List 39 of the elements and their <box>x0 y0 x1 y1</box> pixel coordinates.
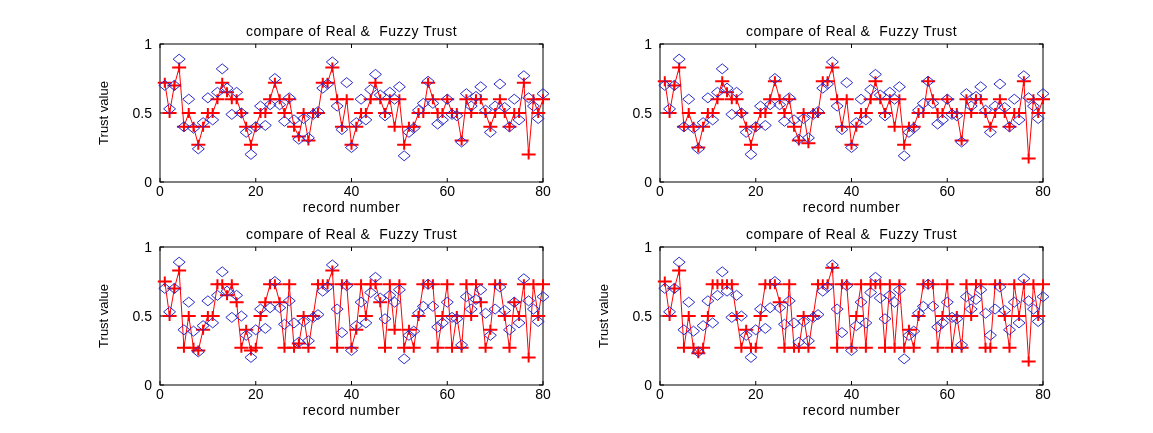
x-tick-label: 40 <box>343 183 360 199</box>
x-axis-title: record number <box>802 402 901 418</box>
x-tick-label: 80 <box>535 183 551 199</box>
chart-title: compare of Real & Fuzzy Trust <box>745 23 958 39</box>
chart-title: compare of Real & Fuzzy Trust <box>745 226 958 242</box>
x-tick-label: 0 <box>156 386 165 402</box>
y-axis-title: Trust value <box>596 284 611 348</box>
x-tick-label: 40 <box>843 183 860 199</box>
x-tick-label: 20 <box>747 386 764 402</box>
y-tick-label: 1 <box>644 35 653 52</box>
x-tick-label: 20 <box>247 386 264 402</box>
y-tick-label: 0.5 <box>632 104 653 121</box>
x-tick-label: 60 <box>939 386 956 402</box>
x-tick-label: 60 <box>439 386 456 402</box>
x-tick-label: 60 <box>439 183 456 199</box>
y-tick-label: 1 <box>644 238 653 255</box>
x-tick-label: 60 <box>939 183 956 199</box>
x-tick-label: 80 <box>1035 183 1051 199</box>
x-tick-label: 0 <box>656 183 665 199</box>
chart-title: compare of Real & Fuzzy Trust <box>245 23 458 39</box>
x-axis-title: record number <box>802 199 901 215</box>
y-tick-label: 0.5 <box>132 104 153 121</box>
x-tick-label: 0 <box>156 183 165 199</box>
x-tick-label: 80 <box>535 386 551 402</box>
x-axis-title: record number <box>302 402 401 418</box>
y-tick-label: 0.5 <box>632 307 653 324</box>
x-tick-label: 40 <box>343 386 360 402</box>
x-tick-label: 80 <box>1035 386 1051 402</box>
x-tick-label: 20 <box>247 183 264 199</box>
x-tick-label: 0 <box>656 386 665 402</box>
y-tick-label: 1 <box>144 35 153 52</box>
y-axis-title: Trust value <box>96 81 111 145</box>
y-axis-title: Trust value <box>96 284 111 348</box>
y-tick-label: 0.5 <box>132 307 153 324</box>
x-axis-title: record number <box>302 199 401 215</box>
x-tick-label: 40 <box>843 386 860 402</box>
chart-title: compare of Real & Fuzzy Trust <box>245 226 458 242</box>
y-tick-label: 1 <box>144 238 153 255</box>
x-tick-label: 20 <box>747 183 764 199</box>
